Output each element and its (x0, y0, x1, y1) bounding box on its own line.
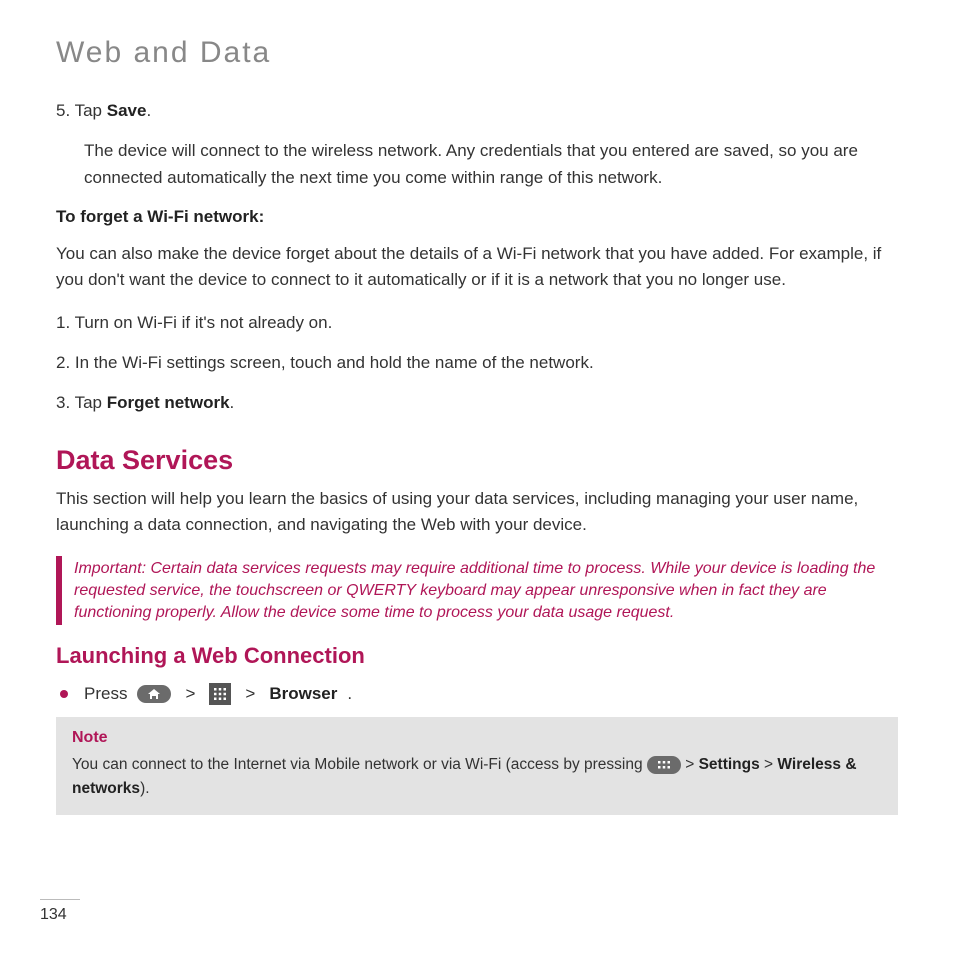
step-5-prefix: 5. Tap (56, 101, 107, 120)
launch-step: Press > > Browser. (56, 681, 898, 707)
launch-browser: Browser (269, 681, 337, 707)
chevron-1: > (181, 681, 199, 707)
note-close: ). (140, 780, 149, 797)
note-pre: You can connect to the Internet via Mobi… (72, 756, 647, 773)
data-services-title: Data Services (56, 445, 898, 476)
note-settings: Settings (699, 756, 760, 773)
step-5: 5. Tap Save. (56, 98, 898, 124)
important-label: Important: (74, 560, 146, 577)
launch-suffix: . (347, 681, 352, 707)
note-box: Note You can connect to the Internet via… (56, 717, 898, 815)
launch-title: Launching a Web Connection (56, 643, 898, 669)
forget-step-3: 3. Tap Forget network. (56, 390, 898, 416)
step-5-bold: Save (107, 101, 147, 120)
launch-press: Press (84, 681, 127, 707)
note-text: You can connect to the Internet via Mobi… (72, 753, 882, 801)
data-services-intro: This section will help you learn the bas… (56, 486, 898, 539)
step-5-suffix: . (146, 101, 151, 120)
important-body: Certain data services requests may requi… (74, 560, 875, 620)
chevron-2: > (241, 681, 259, 707)
forget-step-3-prefix: 3. Tap (56, 393, 107, 412)
home-icon (137, 685, 171, 703)
forget-step-3-suffix: . (230, 393, 235, 412)
page-title: Web and Data (56, 36, 898, 70)
forget-step-1: 1. Turn on Wi-Fi if it's not already on. (56, 310, 898, 336)
forget-intro: You can also make the device forget abou… (56, 241, 898, 294)
note-label: Note (72, 729, 882, 747)
page-number: 134 (40, 899, 80, 924)
forget-heading: To forget a Wi-Fi network: (56, 207, 898, 227)
note-chev-2: > (760, 756, 778, 773)
step-5-detail: The device will connect to the wireless … (56, 138, 898, 191)
note-chev-1: > (685, 756, 698, 773)
forget-step-3-bold: Forget network (107, 393, 230, 412)
menu-icon (647, 756, 681, 774)
apps-grid-icon (209, 683, 231, 705)
bullet-icon (60, 690, 68, 698)
forget-step-2: 2. In the Wi-Fi settings screen, touch a… (56, 350, 898, 376)
important-text: Important: Certain data services request… (74, 558, 888, 623)
important-block: Important: Certain data services request… (56, 556, 898, 625)
